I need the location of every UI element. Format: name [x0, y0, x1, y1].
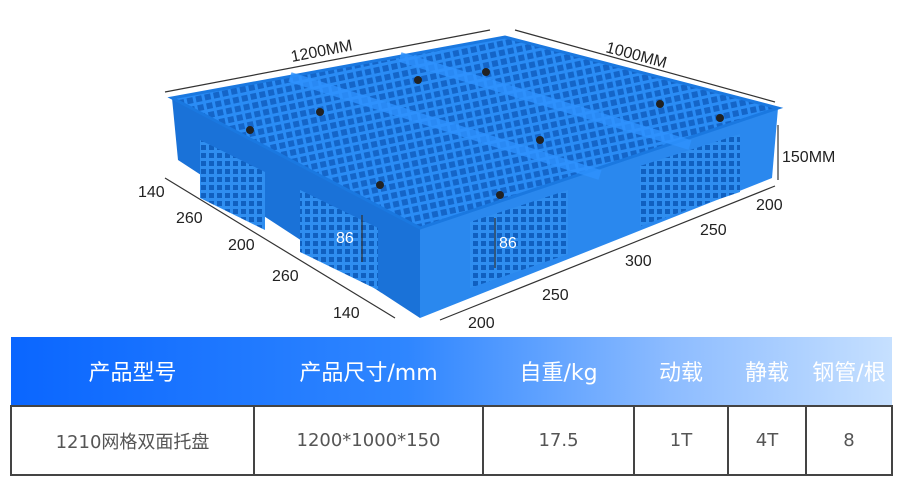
cell-weight: 17.5	[482, 405, 635, 476]
left-segment: 200	[228, 237, 255, 254]
height-label: 150MM	[782, 149, 835, 166]
spec-table: 产品型号 产品尺寸/mm 自重/kg 动载 静载 钢管/根 1210网格双面托盘…	[10, 337, 893, 476]
left-segment: 260	[272, 268, 299, 285]
header-size: 产品尺寸/mm	[299, 361, 438, 386]
header-model: 产品型号	[88, 361, 177, 386]
right-segment: 250	[542, 287, 569, 304]
header-static-load: 静载	[744, 361, 789, 386]
right-segment: 250	[700, 222, 727, 239]
left-segment: 260	[176, 210, 203, 227]
table-row: 1210网格双面托盘 1200*1000*150 17.5 1T 4T 8	[10, 405, 893, 476]
cell-steel-tubes: 8	[805, 405, 893, 476]
cell-model: 1210网格双面托盘	[10, 405, 255, 476]
header-weight: 自重/kg	[519, 361, 598, 386]
cell-static-load: 4T	[727, 405, 807, 476]
fork-opening	[200, 140, 265, 230]
opening-height-right: 86	[499, 235, 517, 252]
cell-size: 1200*1000*150	[253, 405, 484, 476]
table-header: 产品型号 产品尺寸/mm 自重/kg 动载 静载 钢管/根	[11, 337, 892, 406]
left-segment: 140	[333, 305, 360, 322]
header-steel-tubes: 钢管/根	[812, 361, 886, 386]
right-segment: 200	[756, 197, 783, 214]
fork-opening	[300, 190, 378, 290]
right-segment: 300	[625, 253, 652, 270]
header-dynamic-load: 动载	[658, 361, 703, 386]
pallet-diagram: 1200MM 1000MM 150MM 140 260 200 260 140 …	[138, 29, 835, 332]
right-segment: 200	[468, 315, 495, 332]
fork-opening	[640, 134, 740, 226]
left-segment: 140	[138, 184, 165, 201]
cell-dynamic-load: 1T	[633, 405, 729, 476]
opening-height-left: 86	[336, 230, 354, 247]
